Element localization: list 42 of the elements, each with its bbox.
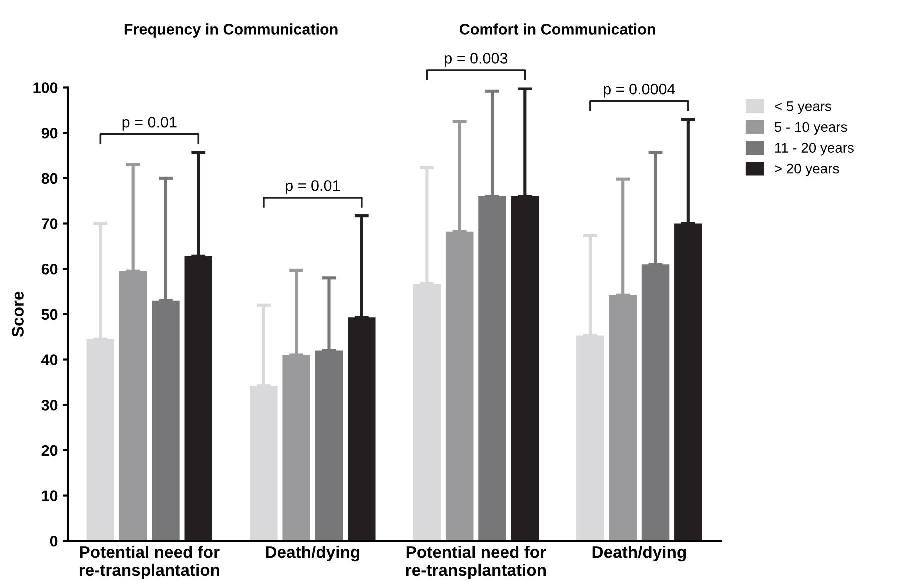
bar [576, 336, 604, 542]
bar [86, 339, 115, 542]
bar [184, 256, 213, 542]
y-tick-label: 100 [34, 82, 58, 94]
bar [642, 264, 670, 542]
y-tick-label: 70 [42, 218, 58, 230]
x-tick-label: Potential need for re-transplantation [406, 546, 546, 580]
text: p = 0.003 [445, 53, 508, 67]
bar [478, 196, 506, 542]
y-tick-label: 0 [50, 536, 58, 547]
y-tick-label: 80 [42, 173, 58, 184]
y-tick-label: 10 [42, 490, 58, 502]
y-axis-title: Score [12, 292, 24, 338]
y-tick-label: 60 [42, 264, 58, 275]
bar [119, 271, 148, 542]
bar [609, 295, 637, 542]
bar [282, 355, 310, 542]
x-tick-label: Death/dying [592, 546, 686, 562]
bar [152, 300, 180, 542]
bar [315, 350, 344, 542]
legend-label: < 5 years [775, 102, 832, 114]
bar [348, 318, 376, 542]
legend-label: 11 - 20 years [775, 143, 854, 156]
y-tick-label: 90 [42, 128, 58, 139]
legend-label: > 20 years [775, 164, 840, 176]
legend-label: 5 - 10 years [774, 122, 848, 135]
bar [446, 232, 474, 542]
bar [250, 386, 278, 542]
text: Frequency in Communication [124, 24, 338, 38]
y-tick-label: 50 [42, 309, 58, 320]
annotation: p = 0.0004 [604, 84, 676, 98]
bar [413, 284, 442, 542]
y-tick-label: 40 [42, 354, 58, 366]
text: Comfort in Communication [460, 24, 656, 35]
x-tick-label: Death/dying [266, 546, 360, 562]
y-tick-label: 20 [42, 445, 58, 456]
y-tick-label: 30 [42, 400, 58, 411]
bar [511, 196, 540, 542]
x-tick-label: Potential need for re-transplantation [80, 546, 220, 580]
annotation: p = 0.01 [122, 116, 177, 131]
bar [674, 224, 702, 542]
annotation: p = 0.01 [286, 180, 340, 194]
